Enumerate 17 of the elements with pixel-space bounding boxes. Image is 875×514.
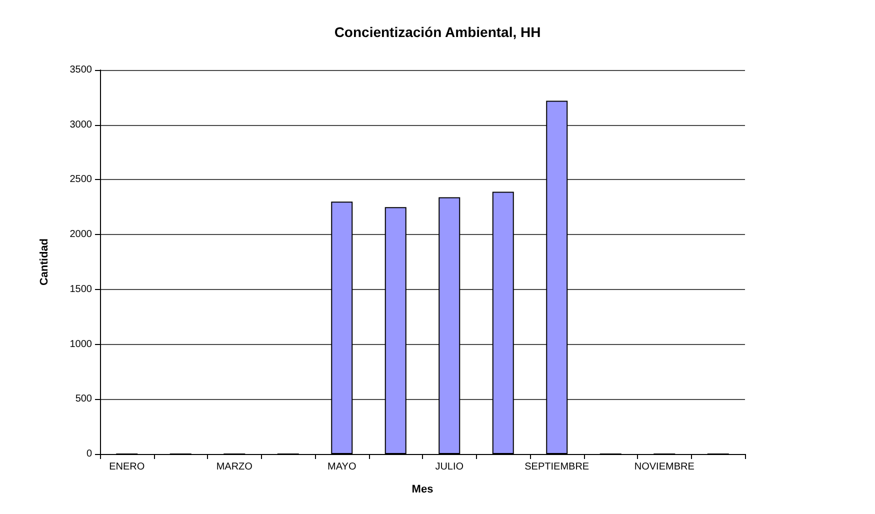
x-tick-label: ENERO bbox=[109, 462, 145, 472]
y-tick-label: 1500 bbox=[70, 284, 92, 295]
chart-title: Concientización Ambiental, HH bbox=[334, 24, 541, 40]
x-tick-label: JULIO bbox=[435, 462, 464, 472]
x-tick-label: SEPTIEMBRE bbox=[524, 462, 590, 472]
y-axis-title: Cantidad bbox=[38, 238, 50, 286]
y-tick-label: 500 bbox=[75, 394, 92, 405]
x-tick-label: MAYO bbox=[328, 462, 356, 472]
y-tick-label: 3000 bbox=[70, 119, 92, 130]
x-tick-label: NOVIEMBRE bbox=[634, 462, 695, 472]
y-tick-label: 2000 bbox=[70, 229, 92, 240]
x-axis-title: Mes bbox=[412, 484, 434, 496]
y-tick-label: 1000 bbox=[70, 338, 92, 350]
y-tick-label: 2500 bbox=[70, 174, 92, 186]
y-tick-label: 0 bbox=[86, 448, 92, 460]
x-tick-label: MARZO bbox=[216, 462, 253, 472]
y-tick-label: 3500 bbox=[70, 64, 92, 76]
